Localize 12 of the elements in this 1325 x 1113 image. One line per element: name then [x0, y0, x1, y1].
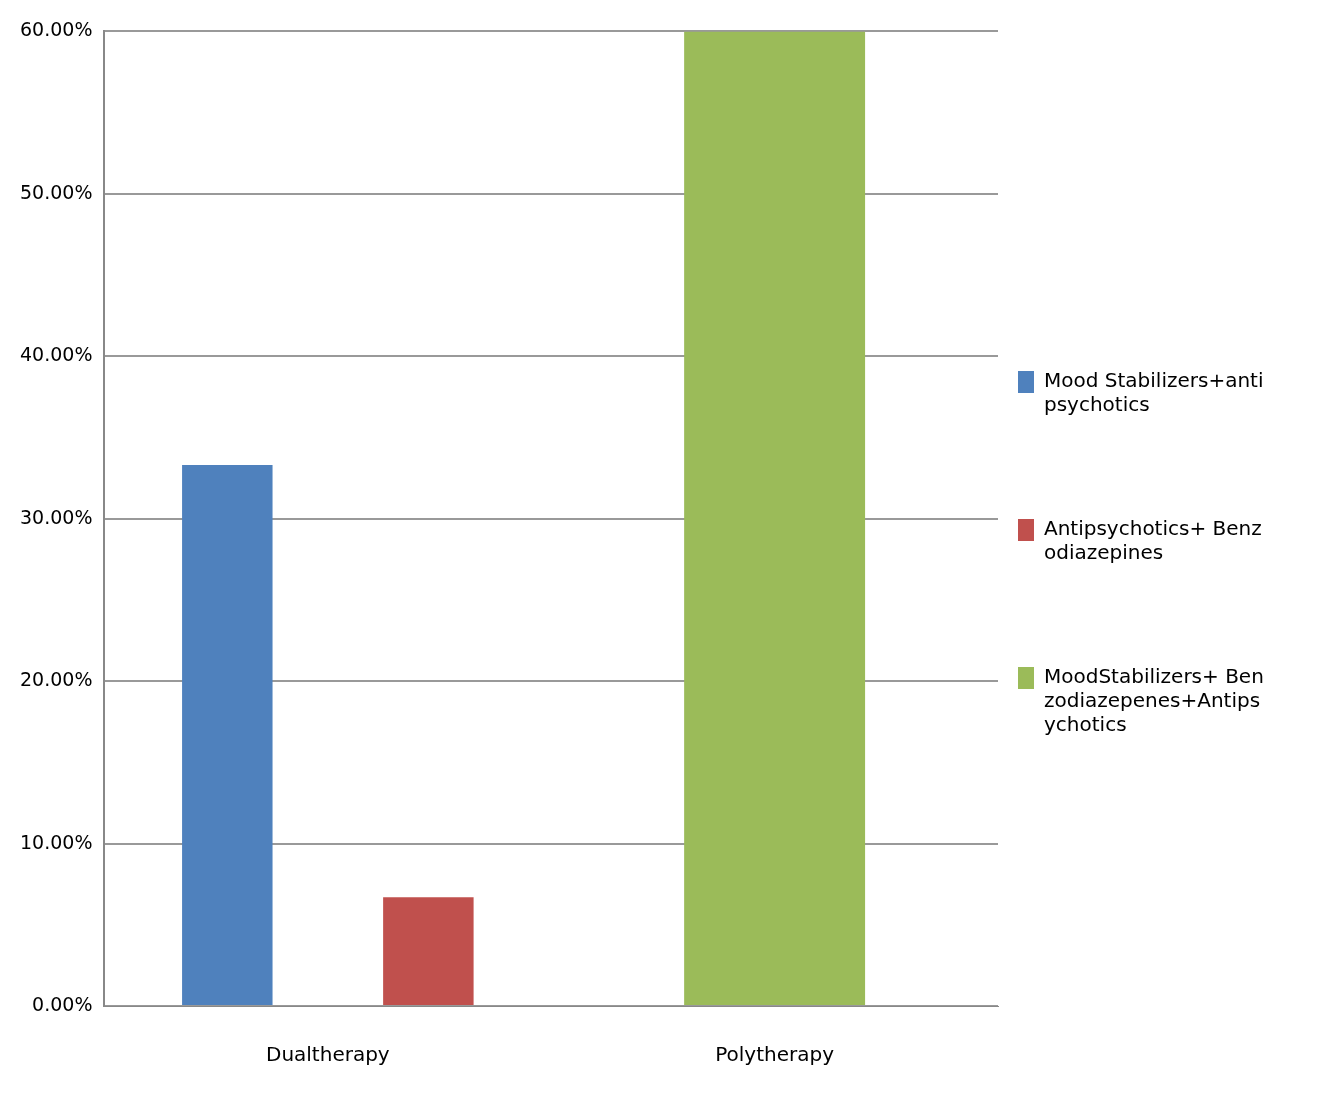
legend-label: Mood Stabilizers+antipsychotics	[1044, 368, 1265, 416]
y-tick-label: 10.00%	[19, 830, 93, 853]
y-tick-label: 20.00%	[19, 668, 93, 691]
x-tick-label: Dualtherapy	[265, 1042, 390, 1067]
legend-label: MoodStabilizers+ Benzodiazepenes+Antipsychotics	[1044, 664, 1265, 736]
y-tick-label: 40.00%	[19, 343, 93, 366]
x-tick-label: Polytherapy	[715, 1042, 835, 1067]
y-tick-label: 0.00%	[32, 992, 93, 1015]
legend-label: Antipsychotics+ Benzodiazepines	[1044, 516, 1263, 564]
y-tick-label: 50.00%	[19, 180, 93, 203]
y-tick-label: 60.00%	[19, 18, 93, 41]
y-tick-label: 30.00%	[19, 505, 93, 528]
